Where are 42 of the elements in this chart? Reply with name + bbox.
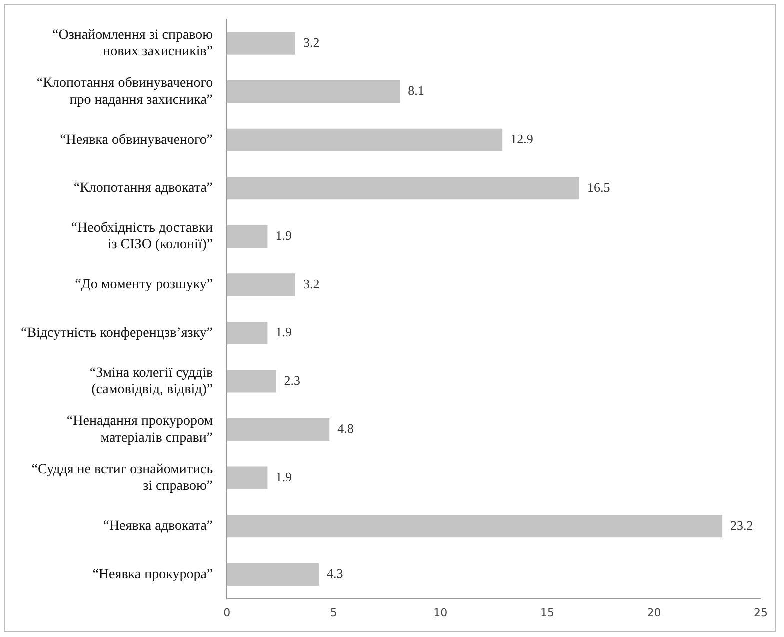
bar (227, 274, 296, 296)
bar (227, 370, 276, 393)
y-tick-label: “Відсутність конференцзв’язку” (20, 326, 214, 341)
bar (227, 322, 268, 345)
data-label: 4.3 (326, 566, 344, 582)
data-label: 12.9 (510, 132, 534, 147)
data-label: 23.2 (730, 518, 754, 533)
x-tick-label: 10 (434, 606, 448, 620)
data-label: 1.9 (276, 470, 292, 485)
y-tick-label: “Неявка прокурора” (92, 567, 214, 582)
x-tick-label: 5 (330, 606, 338, 620)
bar (227, 225, 268, 248)
bar (227, 515, 723, 538)
x-tick-label: 15 (540, 606, 554, 620)
bar (227, 32, 296, 55)
y-tick-label: “Клопотання обвинуваченого про надання захисника” (36, 76, 214, 108)
y-tick-label: “Необхідність доставки із СІЗО (колонії)” (71, 220, 214, 253)
data-label: 1.9 (276, 228, 292, 244)
bar (227, 177, 580, 200)
y-tick-label: “Суддя не встиг ознайомитись зі справою” (32, 462, 214, 494)
y-tick-label: “До моменту розшуку” (75, 278, 214, 293)
data-label: 4.8 (338, 421, 354, 436)
data-label: 3.2 (303, 34, 320, 50)
data-label: 3.2 (303, 276, 320, 292)
x-tick-label: 20 (647, 606, 662, 620)
bar (227, 128, 503, 152)
bar (227, 80, 400, 104)
y-tick-label: “Неявка адвоката” (103, 519, 214, 534)
y-tick-label: “Неявка обвинуваченого” (60, 132, 214, 148)
data-label: 16.5 (587, 180, 610, 195)
x-tick-label: 0 (224, 606, 231, 620)
bar (227, 563, 319, 586)
x-tick-label: 25 (754, 606, 768, 620)
y-tick-label: “Клопотання адвоката” (74, 181, 214, 196)
data-label: 2.3 (284, 372, 301, 388)
data-label: 8.1 (408, 83, 424, 98)
bar (227, 418, 330, 442)
data-label: 1.9 (276, 324, 292, 340)
bar (227, 466, 268, 490)
y-tick-label: “Зміна колегії суддів (самовідвід, відвід)” (90, 366, 214, 398)
y-tick-label: “Ненадання прокурором матеріалів справи” (66, 414, 214, 446)
y-tick-label: “Ознайомлення зі справою нових захисників” (52, 28, 214, 60)
